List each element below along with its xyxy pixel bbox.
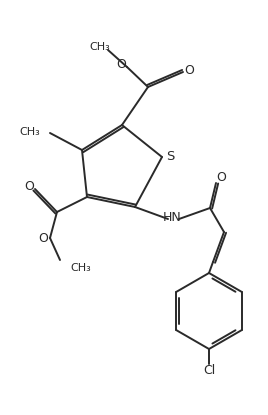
Text: S: S (166, 149, 174, 163)
Text: O: O (184, 64, 194, 78)
Text: Cl: Cl (203, 364, 215, 378)
Text: O: O (216, 171, 226, 185)
Text: HN: HN (163, 212, 181, 225)
Text: CH₃: CH₃ (70, 263, 91, 273)
Text: O: O (116, 59, 126, 71)
Text: CH₃: CH₃ (19, 127, 40, 137)
Text: O: O (38, 232, 48, 246)
Text: O: O (24, 181, 34, 193)
Text: CH₃: CH₃ (90, 42, 110, 52)
